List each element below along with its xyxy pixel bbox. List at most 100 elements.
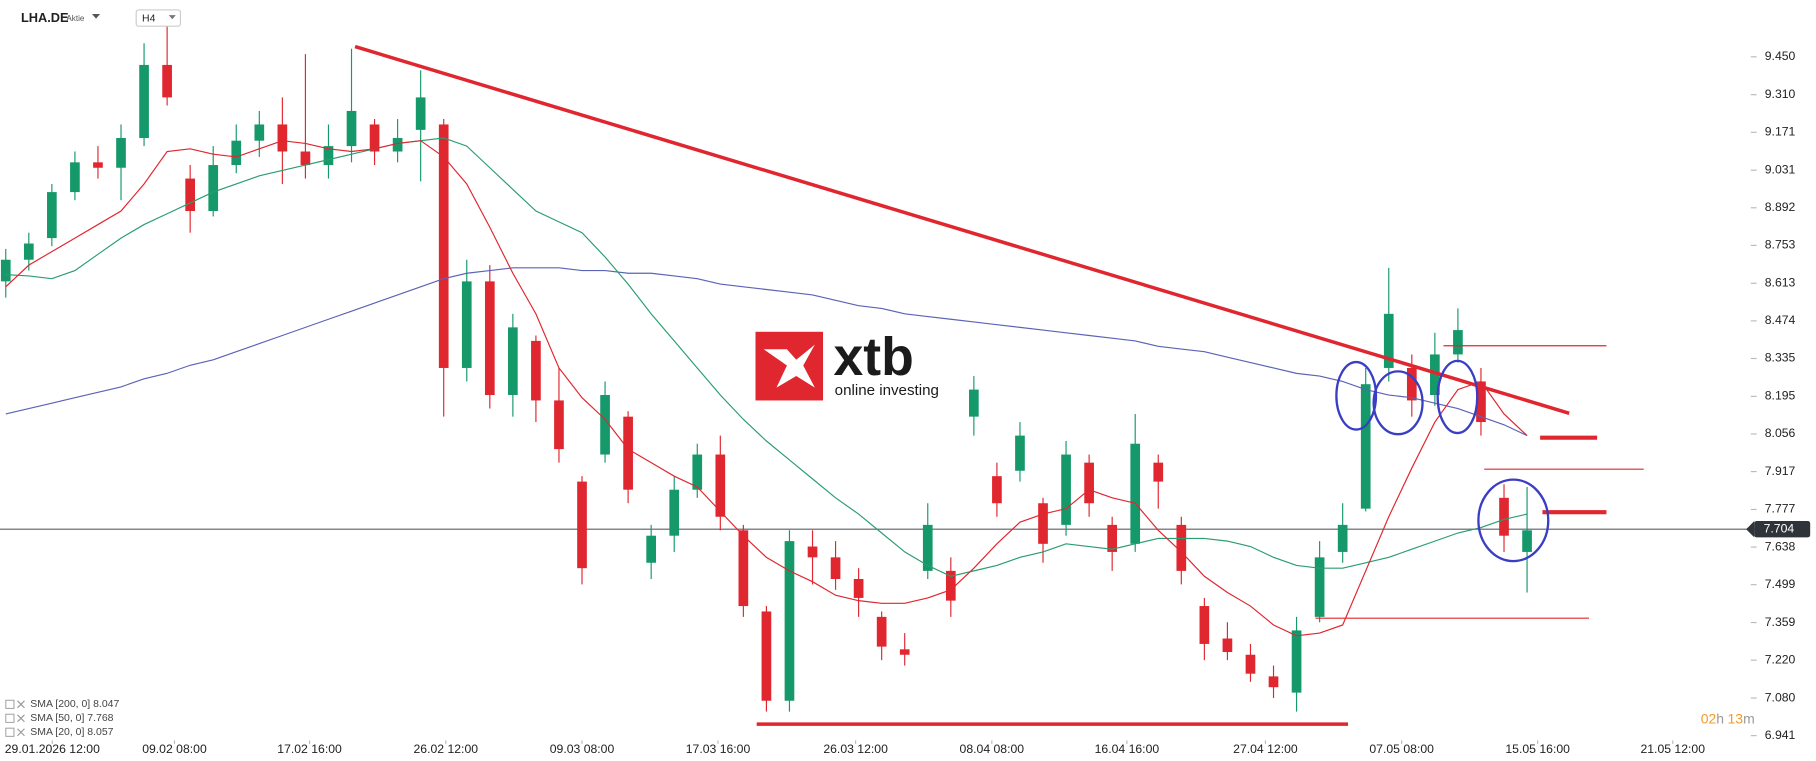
y-tick-label: 8.195 bbox=[1765, 389, 1796, 403]
candle-body bbox=[346, 110, 357, 147]
candle-body bbox=[738, 530, 749, 607]
legend-label: SMA [200, 0] 8.047 bbox=[30, 699, 119, 710]
sma-line bbox=[5, 137, 1528, 577]
candle-body bbox=[23, 243, 34, 260]
candle-body bbox=[1406, 367, 1417, 401]
candle-body bbox=[1337, 524, 1348, 552]
candle-body bbox=[1522, 530, 1532, 552]
bar-countdown: 02h 13m bbox=[1701, 710, 1755, 726]
candle-body bbox=[0, 259, 11, 282]
symbol-dropdown[interactable] bbox=[91, 13, 101, 19]
highlight-ellipse bbox=[1477, 478, 1550, 563]
y-tick-label: 7.638 bbox=[1765, 539, 1796, 553]
candle-body bbox=[392, 137, 403, 152]
candle-body bbox=[945, 570, 956, 601]
y-tick-label: 8.613 bbox=[1765, 276, 1796, 290]
watermark-logo: xtb online investing bbox=[755, 328, 939, 401]
y-tick-label: 8.056 bbox=[1765, 426, 1796, 440]
y-tick-label: 9.310 bbox=[1765, 87, 1796, 101]
candle-body bbox=[761, 611, 772, 701]
countdown-minutes: 13 bbox=[1728, 710, 1744, 726]
legend-close[interactable] bbox=[17, 700, 25, 709]
last-price-box bbox=[1754, 521, 1811, 538]
candle-body bbox=[1245, 654, 1256, 674]
sma-line bbox=[5, 140, 1528, 637]
x-tick-label: 08.04 08:00 bbox=[960, 742, 1025, 756]
y-tick-label: 7.499 bbox=[1765, 577, 1796, 591]
candle-body bbox=[1222, 638, 1233, 653]
x-tick-label: 07.05 08:00 bbox=[1369, 742, 1434, 756]
candle-body bbox=[484, 281, 495, 396]
candle-body bbox=[323, 146, 334, 166]
candle-body bbox=[922, 524, 933, 571]
interval-dropdown[interactable] bbox=[168, 15, 176, 20]
candle-body bbox=[1453, 330, 1463, 355]
countdown-hours: 02 bbox=[1701, 710, 1717, 726]
y-tick-label: 8.335 bbox=[1765, 351, 1796, 365]
candle-body bbox=[1314, 557, 1325, 617]
candle-body bbox=[208, 165, 219, 212]
candle-body bbox=[1199, 606, 1210, 644]
y-tick-label: 9.031 bbox=[1765, 162, 1796, 176]
x-tick-label: 09.03 08:00 bbox=[550, 742, 615, 756]
logo-mark bbox=[763, 344, 815, 388]
candle-body bbox=[646, 535, 657, 563]
candle-body bbox=[853, 578, 864, 598]
candle-body bbox=[93, 162, 103, 168]
legend-label: SMA [20, 0] 8.057 bbox=[30, 727, 113, 738]
candle-body bbox=[438, 124, 449, 368]
x-tick-label: 29.01.2026 12:00 bbox=[5, 742, 100, 756]
last-price-label: 7.704 bbox=[1764, 521, 1795, 535]
candle-body bbox=[992, 476, 1002, 504]
legend-label: SMA [50, 0] 7.768 bbox=[30, 713, 113, 724]
candle-body bbox=[899, 649, 910, 655]
candle-body bbox=[876, 616, 887, 647]
x-tick-label: 17.03 16:00 bbox=[686, 742, 751, 756]
candle-body bbox=[784, 541, 795, 701]
highlight-ellipse bbox=[1372, 370, 1424, 436]
candle-body bbox=[47, 192, 57, 239]
legend-close[interactable] bbox=[17, 728, 25, 737]
y-tick-label: 8.753 bbox=[1765, 238, 1796, 252]
y-tick-label: 7.917 bbox=[1765, 464, 1796, 478]
x-tick-label: 17.02 16:00 bbox=[277, 742, 342, 756]
candle-body bbox=[1383, 313, 1394, 368]
candle-body bbox=[1061, 454, 1071, 525]
candle-body bbox=[1268, 676, 1279, 688]
plot-layer bbox=[0, 21, 1757, 744]
candle-body bbox=[577, 481, 587, 569]
candle-body bbox=[692, 454, 703, 490]
trend-line bbox=[354, 44, 1570, 415]
candle-body bbox=[1038, 503, 1048, 544]
interval-select[interactable] bbox=[135, 9, 182, 27]
candle-body bbox=[369, 124, 380, 152]
x-tick-label: 26.02 12:00 bbox=[414, 742, 479, 756]
logo-tagline: online investing bbox=[835, 382, 939, 399]
y-tick-label: 7.220 bbox=[1765, 652, 1796, 666]
x-tick-label: 09.02 08:00 bbox=[142, 742, 207, 756]
y-tick-label: 7.080 bbox=[1765, 690, 1796, 704]
legend-close[interactable] bbox=[17, 714, 25, 723]
x-tick-label: 16.04 16:00 bbox=[1095, 742, 1160, 756]
candle-body bbox=[300, 151, 311, 166]
candle-body bbox=[461, 281, 472, 368]
annotations bbox=[354, 44, 1644, 726]
countdown-unit: m bbox=[1743, 710, 1755, 726]
y-tick-label: 9.171 bbox=[1765, 125, 1796, 139]
last-price-pointer bbox=[1746, 521, 1755, 538]
candle-body bbox=[185, 178, 196, 212]
candle-body bbox=[1015, 435, 1025, 471]
y-tick-label: 9.450 bbox=[1765, 49, 1796, 63]
x-tick-label: 26.03 12:00 bbox=[823, 742, 888, 756]
candle-body bbox=[1499, 497, 1509, 536]
candle-body bbox=[231, 140, 242, 166]
legend-icon bbox=[5, 727, 15, 737]
candle-body bbox=[969, 389, 979, 417]
candle-body bbox=[830, 557, 841, 579]
highlight-ellipse bbox=[1335, 360, 1378, 431]
candle-body bbox=[715, 454, 726, 517]
y-tick-label: 8.474 bbox=[1765, 313, 1796, 327]
